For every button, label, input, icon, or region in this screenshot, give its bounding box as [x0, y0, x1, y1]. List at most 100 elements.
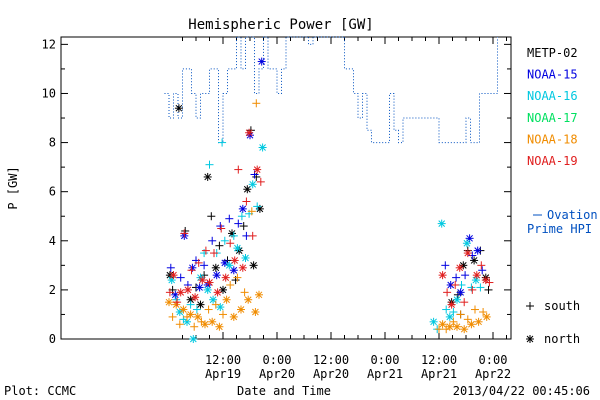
legend-entry-metp-02: METP-02	[527, 46, 578, 60]
marker-noaa-15	[461, 271, 470, 280]
x-axis: 12:00Apr190:00Apr2012:00Apr200:00Apr2112…	[182, 37, 511, 381]
marker-metp-02	[203, 172, 212, 181]
marker-noaa-16	[186, 300, 195, 309]
marker-noaa-19	[221, 273, 230, 282]
marker-noaa-16	[253, 202, 262, 211]
marker-noaa-18	[482, 312, 491, 321]
marker-noaa-16	[183, 317, 191, 326]
plus-marker-icon	[526, 302, 534, 310]
marker-noaa-19	[460, 298, 469, 307]
marker-noaa-16	[229, 231, 238, 240]
marker-metp-02	[196, 300, 205, 309]
marker-noaa-16	[248, 180, 257, 189]
y-tick-label: 10	[42, 86, 56, 100]
y-axis-label: P [GW]	[6, 166, 20, 209]
marker-noaa-15	[465, 234, 474, 243]
marker-metp-02	[239, 222, 248, 231]
marker-noaa-15	[456, 288, 465, 297]
marker-noaa-18	[255, 290, 263, 299]
marker-noaa-19	[248, 231, 257, 240]
marker-metp-02	[249, 261, 258, 270]
x-tick-label-time: 0:00	[371, 353, 400, 367]
north-label: north	[544, 332, 580, 346]
chart-title: Hemispheric Power [GW]	[188, 17, 373, 33]
marker-noaa-15	[452, 273, 461, 282]
marker-noaa-19	[447, 300, 456, 309]
marker-noaa-16	[205, 160, 214, 169]
x-tick-label-time: 12:00	[205, 353, 241, 367]
marker-noaa-15	[257, 57, 266, 66]
marker-noaa-18	[479, 307, 488, 316]
marker-noaa-19	[455, 263, 464, 272]
marker-noaa-18	[240, 288, 249, 297]
marker-noaa-19	[234, 165, 243, 174]
marker-metp-02	[211, 263, 220, 272]
marker-noaa-16	[241, 253, 250, 262]
marker-noaa-18	[193, 312, 202, 321]
marker-noaa-15	[176, 273, 185, 282]
marker-noaa-19	[173, 298, 182, 307]
legend-ovation-label-line2: Prime HPI	[527, 222, 592, 236]
marker-metp-02	[243, 185, 252, 194]
marker-noaa-18	[244, 295, 253, 304]
footer-plot-credit: Plot: CCMC	[4, 384, 76, 398]
legend-entry-noaa-17: NOAA-17	[527, 111, 578, 125]
marker-noaa-19	[205, 278, 214, 287]
marker-noaa-18	[456, 310, 465, 319]
marker-noaa-19	[201, 246, 210, 255]
marker-noaa-15	[441, 261, 450, 270]
marker-noaa-19	[210, 249, 218, 258]
x-axis-label: Date and Time	[237, 384, 331, 398]
marker-legend-north: north	[526, 332, 580, 346]
marker-metp-02	[215, 241, 224, 250]
marker-noaa-16	[189, 335, 198, 343]
marker-noaa-16	[203, 285, 212, 294]
legend-entry-noaa-19: NOAA-19	[527, 154, 578, 168]
marker-noaa-18	[208, 317, 217, 326]
marker-noaa-19	[230, 256, 239, 265]
marker-noaa-18	[445, 322, 454, 331]
marker-noaa-19	[198, 276, 207, 285]
marker-noaa-18	[165, 298, 173, 307]
y-tick-label: 12	[42, 37, 56, 51]
legend: METP-02 NOAA-15 NOAA-16 NOAA-17 NOAA-18 NOAA-…	[527, 46, 578, 168]
marker-noaa-15	[238, 204, 247, 213]
marker-noaa-18	[435, 325, 443, 334]
data-markers	[165, 57, 494, 343]
marker-metp-02	[207, 212, 216, 221]
marker-noaa-19	[226, 239, 235, 248]
marker-noaa-16	[233, 244, 242, 253]
marker-noaa-18	[179, 305, 188, 314]
y-tick-label: 8	[49, 136, 56, 150]
x-tick-label-date: Apr22	[475, 367, 511, 381]
marker-noaa-19	[176, 288, 185, 297]
legend-entry-noaa-15: NOAA-15	[527, 68, 578, 82]
x-tick-label-time: 12:00	[313, 353, 349, 367]
marker-noaa-18	[175, 320, 184, 329]
marker-noaa-19	[443, 288, 452, 297]
marker-noaa-18	[460, 325, 469, 334]
marker-legend-south: south	[526, 299, 580, 313]
marker-noaa-19	[463, 249, 472, 258]
marker-noaa-19	[477, 261, 486, 270]
marker-noaa-15	[225, 214, 234, 223]
marker-noaa-18	[251, 307, 260, 316]
marker-noaa-19	[169, 271, 178, 280]
marker-noaa-16	[442, 305, 451, 314]
footer-timestamp: 2013/04/22 00:45:06	[453, 384, 590, 398]
marker-noaa-18	[226, 280, 235, 289]
marker-metp-02	[484, 285, 493, 294]
marker-noaa-16	[429, 317, 438, 326]
marker-noaa-19	[481, 276, 490, 285]
marker-noaa-19	[253, 165, 262, 174]
marker-noaa-19	[213, 288, 222, 297]
marker-metp-02	[470, 256, 479, 265]
marker-noaa-18	[219, 310, 227, 319]
marker-noaa-16	[462, 239, 471, 248]
marker-noaa-16	[220, 236, 229, 245]
marker-noaa-18	[252, 99, 261, 108]
marker-noaa-19	[183, 285, 192, 294]
marker-noaa-19	[485, 278, 494, 287]
marker-noaa-16	[209, 295, 218, 304]
